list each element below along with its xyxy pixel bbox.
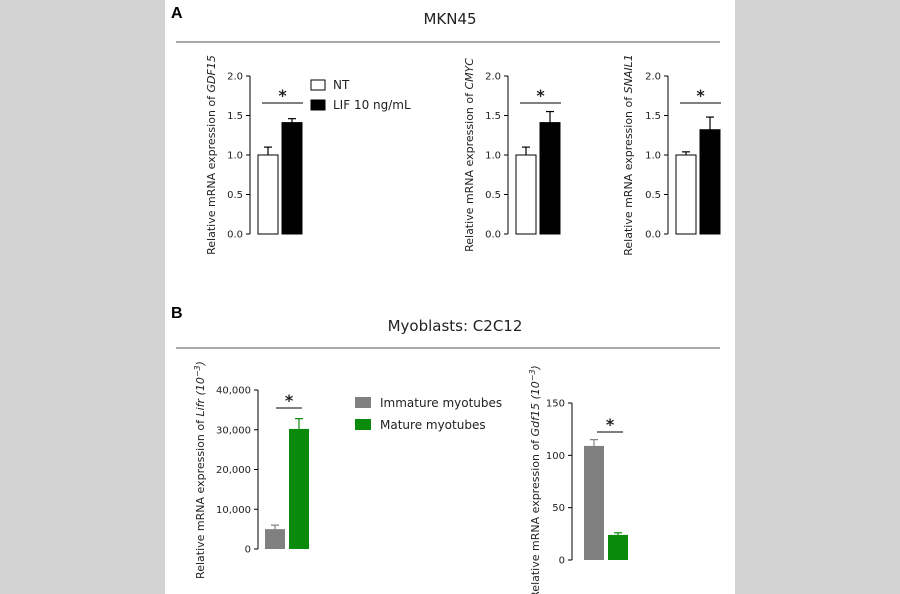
panel-b-title: Myoblasts: C2C12 bbox=[388, 317, 523, 335]
panel-b-letter: B bbox=[171, 305, 183, 322]
y-tick-label: 0.5 bbox=[227, 190, 243, 201]
bar-second bbox=[281, 122, 303, 235]
legend-swatch-nt bbox=[310, 79, 326, 91]
panel-a-letter: A bbox=[171, 5, 183, 22]
y-tick-label: 0.0 bbox=[227, 230, 243, 241]
y-tick-label: 50 bbox=[552, 503, 565, 514]
y-tick-label: 2.0 bbox=[485, 72, 501, 83]
bar-first bbox=[515, 154, 537, 235]
bar-first bbox=[675, 154, 697, 235]
y-tick-label: 1.0 bbox=[227, 151, 243, 162]
figure-panel bbox=[165, 0, 735, 594]
significance-marker: * bbox=[696, 86, 705, 105]
legend-swatch-immature bbox=[355, 397, 371, 408]
bar-second bbox=[608, 534, 628, 560]
charts-group: 0.0 0.5 1.0 1.5 2.0 Relative mRNA expression … bbox=[193, 54, 721, 594]
panel-a-title: MKN45 bbox=[423, 10, 476, 28]
legend-swatch-mature bbox=[355, 419, 371, 430]
chart-cmyc: 0.0 0.5 1.0 1.5 2.0 Relative mRNA expression … bbox=[463, 58, 561, 252]
y-tick-label: 1.5 bbox=[485, 111, 501, 122]
y-tick-label: 40,000 bbox=[216, 386, 251, 397]
legend-label-immature: Immature myotubes bbox=[380, 396, 502, 410]
legend-swatch-lif bbox=[310, 99, 326, 111]
legend-label-nt: NT bbox=[333, 78, 350, 92]
bar-first bbox=[257, 154, 279, 235]
bar-second bbox=[289, 428, 309, 549]
significance-marker: * bbox=[278, 86, 287, 105]
significance-marker: * bbox=[285, 391, 294, 410]
bar-second bbox=[699, 129, 721, 235]
significance-marker: * bbox=[536, 86, 545, 105]
y-tick-label: 100 bbox=[546, 451, 565, 462]
y-tick-label: 0 bbox=[245, 545, 251, 556]
y-tick-label: 2.0 bbox=[645, 72, 661, 83]
y-tick-label: 1.5 bbox=[645, 111, 661, 122]
y-tick-label: 0.0 bbox=[485, 230, 501, 241]
y-tick-label: 0.5 bbox=[485, 190, 501, 201]
y-tick-label: 0.5 bbox=[645, 190, 661, 201]
y-tick-label: 2.0 bbox=[227, 72, 243, 83]
y-tick-label: 150 bbox=[546, 399, 565, 410]
legend-label-mature: Mature myotubes bbox=[380, 418, 486, 432]
y-axis-label: Relative mRNA expression of Lifr (10−3) bbox=[193, 361, 207, 579]
y-axis-label: Relative mRNA expression of CMYC bbox=[463, 58, 476, 252]
bar-second bbox=[539, 122, 561, 235]
y-tick-label: 0.0 bbox=[645, 230, 661, 241]
chart-snail1: 0.0 0.5 1.0 1.5 2.0 Relative mRNA expression … bbox=[622, 54, 721, 256]
y-tick-label: 1.0 bbox=[485, 151, 501, 162]
significance-marker: * bbox=[606, 415, 615, 434]
y-tick-label: 1.0 bbox=[645, 151, 661, 162]
chart-gdf15: 0.0 0.5 1.0 1.5 2.0 Relative mRNA expression … bbox=[205, 55, 303, 255]
y-tick-label: 0 bbox=[559, 556, 565, 567]
y-axis-label: Relative mRNA expression of SNAIL1 bbox=[622, 54, 635, 256]
chart-gdf15: 0 50 100 150 Relative mRNA expression of Gdf… bbox=[528, 365, 628, 594]
y-tick-label: 1.5 bbox=[227, 111, 243, 122]
y-tick-label: 20,000 bbox=[216, 465, 251, 476]
legend-label-lif: LIF 10 ng/mL bbox=[333, 98, 411, 112]
y-tick-label: 30,000 bbox=[216, 425, 251, 436]
panel-a-legend: NT LIF 10 ng/mL bbox=[310, 78, 411, 112]
y-tick-label: 10,000 bbox=[216, 505, 251, 516]
y-axis-label: Relative mRNA expression of Gdf15 (10−3) bbox=[528, 365, 542, 594]
panel-b-legend: Immature myotubes Mature myotubes bbox=[355, 396, 502, 432]
bar-first bbox=[584, 445, 604, 560]
chart-lifr: 0 10,000 20,000 30,000 40,000 Relative mRNA e… bbox=[193, 361, 309, 579]
y-axis-label: Relative mRNA expression of GDF15 bbox=[205, 55, 218, 255]
bar-first bbox=[265, 529, 285, 549]
